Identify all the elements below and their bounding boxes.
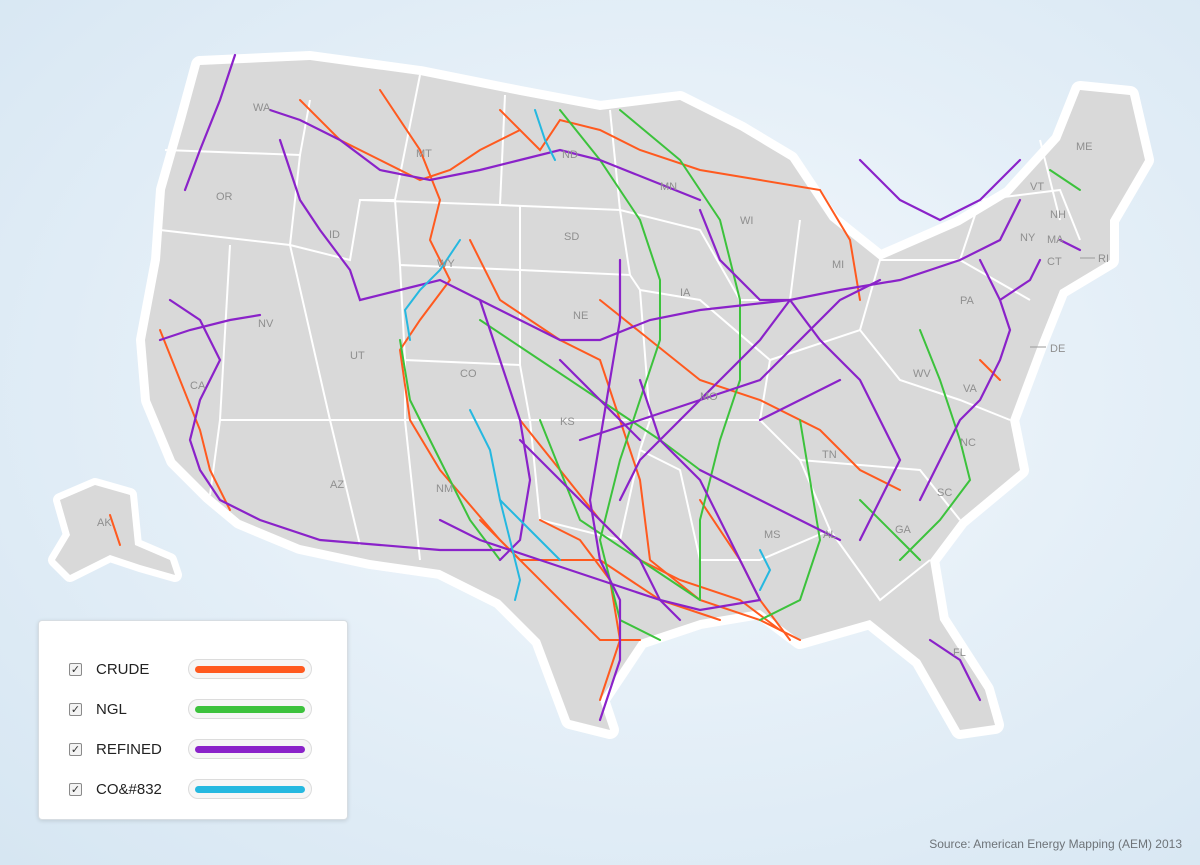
checkbox-crude[interactable]: ✓: [69, 662, 82, 676]
state-label: CO: [460, 368, 477, 380]
checkbox-co2[interactable]: ✓: [69, 782, 82, 796]
legend-label: NGL: [96, 700, 127, 718]
legend-item-refined[interactable]: ✓ REFINED: [69, 729, 347, 769]
state-label: SC: [937, 487, 952, 499]
state-label: WY: [437, 258, 455, 270]
legend-label: CO&#832: [96, 780, 162, 798]
legend-label: CRUDE: [96, 660, 150, 678]
state-label: GA: [895, 524, 912, 536]
legend-swatch-ngl: [188, 699, 312, 719]
state-label: KS: [560, 416, 575, 428]
state-label: WA: [253, 102, 271, 114]
state-label: AK: [97, 517, 112, 529]
state-label: MO: [700, 391, 718, 403]
checkbox-refined[interactable]: ✓: [69, 742, 82, 756]
state-label: FL: [953, 647, 966, 659]
state-label: NV: [258, 318, 274, 330]
state-label: DE: [1050, 343, 1065, 355]
state-label: AZ: [330, 479, 344, 491]
state-label: OR: [216, 191, 233, 203]
state-borders: [159, 74, 1081, 602]
state-label: MI: [832, 259, 844, 271]
state-label: MT: [416, 148, 432, 160]
legend-swatch-co2: [188, 779, 312, 799]
pipelines-refined: [158, 53, 1082, 722]
state-label: UT: [350, 350, 365, 362]
state-label: MA: [1047, 234, 1064, 246]
state-label: NC: [960, 437, 976, 449]
legend-panel: ✓ CRUDE ✓ NGL ✓ REFINED ✓ CO&#832: [38, 620, 348, 820]
state-label: CT: [1047, 256, 1062, 268]
legend-swatch-crude: [188, 659, 312, 679]
state-label: RI: [1098, 253, 1109, 265]
state-label: NE: [573, 310, 588, 322]
checkbox-ngl[interactable]: ✓: [69, 702, 82, 716]
state-label: NH: [1050, 209, 1066, 221]
state-labels: WA OR ID MT ND MN WY SD NV UT CO NE CA A…: [97, 102, 1109, 659]
state-label: ID: [329, 229, 340, 241]
state-label: MN: [660, 181, 677, 193]
source-credit: Source: American Energy Mapping (AEM) 20…: [929, 837, 1182, 851]
pipelines-co2: [403, 109, 772, 601]
legend-item-crude[interactable]: ✓ CRUDE: [69, 649, 347, 689]
legend-item-co2[interactable]: ✓ CO&#832: [69, 769, 347, 809]
state-label: IA: [680, 287, 691, 299]
state-label: CA: [190, 380, 206, 392]
state-label: VA: [963, 383, 978, 395]
state-label: NM: [436, 483, 453, 495]
state-label: NY: [1020, 232, 1036, 244]
legend-label: REFINED: [96, 740, 162, 758]
state-label: WV: [913, 368, 931, 380]
state-label: TN: [822, 449, 837, 461]
legend-swatch-refined: [188, 739, 312, 759]
state-label: AL: [823, 529, 836, 541]
state-label: ND: [562, 149, 578, 161]
state-label: MS: [764, 529, 781, 541]
legend-item-ngl[interactable]: ✓ NGL: [69, 689, 347, 729]
state-label: WI: [740, 215, 753, 227]
state-label: SD: [564, 231, 579, 243]
state-label: ME: [1076, 141, 1093, 153]
state-label: VT: [1030, 181, 1044, 193]
state-label: PA: [960, 295, 975, 307]
